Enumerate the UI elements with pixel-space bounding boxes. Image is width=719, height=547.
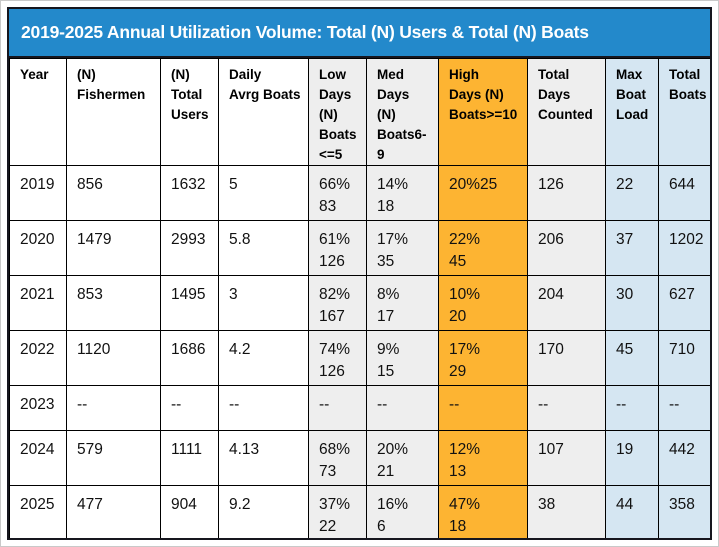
table-cell: 8% 17 — [366, 274, 439, 331]
table-cell: 17% 29 — [438, 329, 528, 386]
table-cell: 170 — [527, 329, 606, 386]
table-title: 2019-2025 Annual Utilization Volume: Tot… — [9, 9, 710, 58]
table-cell: 2023 — [9, 384, 67, 431]
table-cell: 3 — [218, 274, 309, 331]
table-cell: -- — [218, 384, 309, 431]
table-cell: 1120 — [66, 329, 161, 386]
table-cell: 644 — [658, 164, 710, 221]
table-cell: 2020 — [9, 219, 67, 276]
table-cell: 126 — [527, 164, 606, 221]
table-cell: 20%25 — [438, 164, 528, 221]
column-header: (N) Fishermen — [66, 58, 161, 166]
utilization-table: Year (N) Fishermen (N) Total Users Daily Av… — [9, 58, 710, 538]
table-cell: -- — [66, 384, 161, 431]
table-cell: 206 — [527, 219, 606, 276]
table-cell: 5 — [218, 164, 309, 221]
table-cell: 856 — [66, 164, 161, 221]
table-cell: 38 — [527, 484, 606, 538]
table-cell: 477 — [66, 484, 161, 538]
table-cell: 204 — [527, 274, 606, 331]
table-cell: 1686 — [160, 329, 219, 386]
table-cell: 4.2 — [218, 329, 309, 386]
table-cell: 12% 13 — [438, 429, 528, 486]
table-cell: 20% 21 — [366, 429, 439, 486]
table-cell: 2022 — [9, 329, 67, 386]
table-cell: -- — [308, 384, 367, 431]
table-cell: 2019 — [9, 164, 67, 221]
table-cell: 1111 — [160, 429, 219, 486]
table-cell: 9.2 — [218, 484, 309, 538]
table-cell: 74% 126 — [308, 329, 367, 386]
table-cell: 5.8 — [218, 219, 309, 276]
table-cell: 16% 6 — [366, 484, 439, 538]
table-row: 2021 853 1495 3 82% 167 8% 17 10% 20 204 30 627 — [9, 274, 710, 331]
table-cell: 710 — [658, 329, 710, 386]
table-cell: 2021 — [9, 274, 67, 331]
table-cell: 37% 22 — [308, 484, 367, 538]
column-header: Daily Avrg Boats — [218, 58, 309, 166]
column-header: (N) Total Users — [160, 58, 219, 166]
table-cell: 82% 167 — [308, 274, 367, 331]
table-cell: 17% 35 — [366, 219, 439, 276]
table-cell: 45 — [605, 329, 659, 386]
table-body: 2019 856 1632 5 66% 83 14% 18 20%25 126 22 644 202… — [9, 164, 710, 538]
table-cell: 627 — [658, 274, 710, 331]
header-row: Year (N) Fishermen (N) Total Users Daily Av… — [9, 58, 710, 166]
table-cell: -- — [658, 384, 710, 431]
table-cell: 358 — [658, 484, 710, 538]
column-header: Year — [9, 58, 67, 166]
table-cell: 44 — [605, 484, 659, 538]
table-cell: 2024 — [9, 429, 67, 486]
column-header: Low Days (N) Boats <=5 — [308, 58, 367, 166]
table-cell: -- — [160, 384, 219, 431]
column-header: Total Boats — [658, 58, 710, 166]
table-cell: 1479 — [66, 219, 161, 276]
table-cell: 30 — [605, 274, 659, 331]
table-row: 2020 1479 2993 5.8 61% 126 17% 35 22% 45 206 37 1… — [9, 219, 710, 276]
table-cell: 1632 — [160, 164, 219, 221]
column-header: Med Days (N) Boats6- 9 — [366, 58, 439, 166]
table-cell: 579 — [66, 429, 161, 486]
table-cell: 2025 — [9, 484, 67, 538]
table-cell: 10% 20 — [438, 274, 528, 331]
table-cell: 853 — [66, 274, 161, 331]
table-cell: 19 — [605, 429, 659, 486]
table-cell: 9% 15 — [366, 329, 439, 386]
table-cell: -- — [366, 384, 439, 431]
table-cell: 66% 83 — [308, 164, 367, 221]
table-cell: 1495 — [160, 274, 219, 331]
table-row: 2019 856 1632 5 66% 83 14% 18 20%25 126 22 644 — [9, 164, 710, 221]
table-cell: 442 — [658, 429, 710, 486]
table-outer-frame: 2019-2025 Annual Utilization Volume: Tot… — [7, 7, 712, 540]
table-cell: -- — [438, 384, 528, 431]
table-cell: 4.13 — [218, 429, 309, 486]
table-cell: 1202 — [658, 219, 710, 276]
table-row: 2025 477 904 9.2 37% 22 16% 6 47% 18 38 44 358 — [9, 484, 710, 538]
table-row: 2024 579 1111 4.13 68% 73 20% 21 12% 13 107 19 44… — [9, 429, 710, 486]
table-cell: 2993 — [160, 219, 219, 276]
table-cell: 22% 45 — [438, 219, 528, 276]
table-cell: 22 — [605, 164, 659, 221]
column-header: Total Days Counted — [527, 58, 606, 166]
table-header: Year (N) Fishermen (N) Total Users Daily Av… — [9, 58, 710, 166]
table-cell: 47% 18 — [438, 484, 528, 538]
column-header: Max Boat Load — [605, 58, 659, 166]
column-header: High Days (N) Boats>=10 — [438, 58, 528, 166]
table-row: 2022 1120 1686 4.2 74% 126 9% 15 17% 29 170 45 71… — [9, 329, 710, 386]
table-cell: -- — [605, 384, 659, 431]
table-row: 2023 -- -- -- -- -- -- -- -- -- — [9, 384, 710, 431]
table-cell: 107 — [527, 429, 606, 486]
table-cell: 904 — [160, 484, 219, 538]
table-cell: 68% 73 — [308, 429, 367, 486]
table-cell: 14% 18 — [366, 164, 439, 221]
table-cell: 37 — [605, 219, 659, 276]
table-cell: -- — [527, 384, 606, 431]
table-cell: 61% 126 — [308, 219, 367, 276]
